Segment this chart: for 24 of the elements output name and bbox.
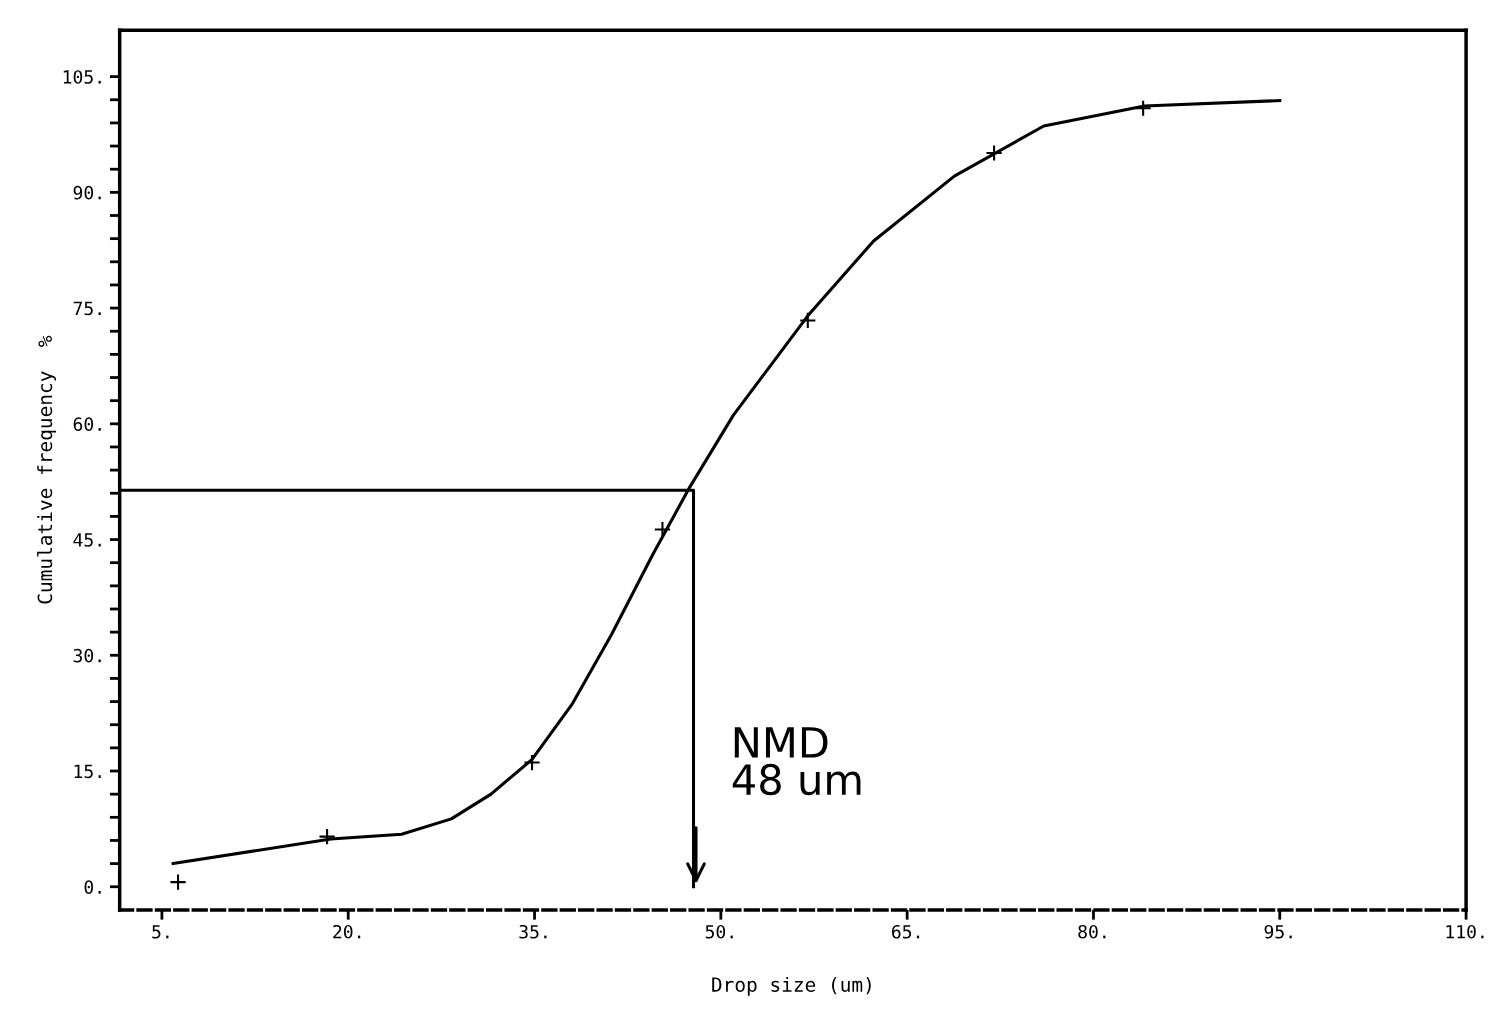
y-axis-title: Cumulative frequency % (37, 335, 57, 604)
x-tick-label: 80. (1078, 924, 1106, 939)
point (318, 827, 336, 846)
point (985, 144, 1003, 162)
x-tick-label: 95. (1264, 924, 1292, 939)
y-tick-label: 90. (73, 185, 101, 200)
x-tick-label: 50. (705, 924, 733, 939)
x-tick-label: 35. (519, 924, 547, 939)
annotation: NMD 48 um (732, 727, 861, 796)
y-tick-label: 15. (74, 764, 101, 779)
y-tick-label: 75. (73, 301, 101, 316)
y-tick-label: 45. (73, 533, 101, 547)
x-axis-title: Drop size (um) (712, 976, 871, 996)
x-tick-label: 65. (892, 924, 920, 939)
point (523, 753, 541, 772)
point (169, 873, 187, 891)
x-tick-label: 5. (152, 925, 169, 939)
x-tick-label: 20. (333, 924, 361, 939)
point (799, 311, 817, 330)
x-tick-label: 110. (1446, 924, 1484, 939)
y-tick-label: 105. (63, 70, 101, 84)
y-tick-label: 30. (73, 648, 101, 663)
y-tick-label: 0. (84, 880, 101, 894)
y-tick-label: 60. (73, 417, 101, 431)
